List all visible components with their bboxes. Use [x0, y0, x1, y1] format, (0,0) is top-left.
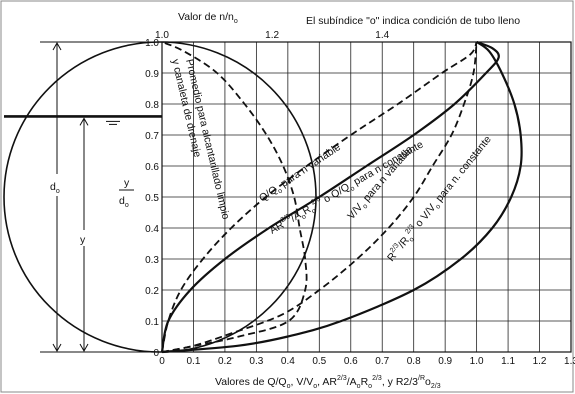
- curve-series-2: [160, 40, 500, 353]
- top-tick-label: 1.4: [375, 30, 389, 41]
- x-tick-label: 0.7: [375, 356, 389, 367]
- y-tick-label: 0.3: [145, 255, 159, 266]
- x-tick-label: 0.4: [281, 356, 295, 367]
- x-tick-label: 1.1: [501, 356, 515, 367]
- top-tick-label: 1.2: [265, 30, 279, 41]
- y-tick-label: 0.7: [145, 131, 159, 142]
- y-tick-label: 0.6: [145, 162, 159, 173]
- curve-series-1: [161, 41, 478, 353]
- x-tick-label: 1.2: [533, 356, 547, 367]
- y-tick-label: 0.1: [145, 317, 159, 328]
- x-axis-label: Valores de Q/Qo, V/Vo, AR2/3/AoRo2/3, y …: [215, 375, 441, 390]
- pipe-cross-section: do y y do: [3, 41, 317, 353]
- x-tick-label: 0.8: [407, 356, 421, 367]
- y-tick-label: 0.5: [145, 193, 159, 204]
- arrow-icon: [79, 117, 89, 126]
- arrow-icon: [52, 343, 62, 353]
- x-tick-label: 0: [159, 356, 165, 367]
- y-tick-label: 0: [153, 348, 159, 359]
- y-tick-label: 0.2: [145, 286, 159, 297]
- curve-series-4: [161, 41, 523, 354]
- top-tick-label: 1.0: [155, 30, 169, 41]
- y-axis-label-numerator: y: [124, 177, 130, 189]
- y-axis-label-denominator: do: [119, 195, 129, 209]
- y-tick-label: 1.0: [145, 38, 159, 49]
- x-tick-label: 1.3: [564, 356, 575, 367]
- top-axis-label: Valor de n/no: [178, 11, 238, 25]
- depth-label: y: [80, 234, 86, 246]
- x-tick-label: 0.9: [438, 356, 452, 367]
- y-tick-label: 0.9: [145, 69, 159, 80]
- x-tick-label: 0.2: [218, 356, 232, 367]
- chart-curves: [160, 40, 523, 354]
- plot-frame: [161, 41, 572, 353]
- diameter-label: do: [50, 181, 60, 195]
- x-tick-label: 0.3: [249, 356, 263, 367]
- arrow-icon: [79, 343, 89, 353]
- curve-series-3: [161, 41, 478, 353]
- label-backdrop: [48, 174, 66, 196]
- label-backdrop: [78, 230, 91, 246]
- x-tick-label: 0.1: [187, 356, 201, 367]
- x-tick-label: 0.6: [344, 356, 358, 367]
- chart-title: El subíndice "o" indica condición de tub…: [306, 15, 520, 27]
- curve-series-0: [161, 41, 308, 353]
- x-tick-label: 1.0: [470, 356, 484, 367]
- y-tick-label: 0.4: [145, 224, 159, 235]
- y-tick-label: 0.8: [145, 100, 159, 111]
- arrow-icon: [52, 41, 62, 51]
- x-tick-label: 0.5: [312, 356, 326, 367]
